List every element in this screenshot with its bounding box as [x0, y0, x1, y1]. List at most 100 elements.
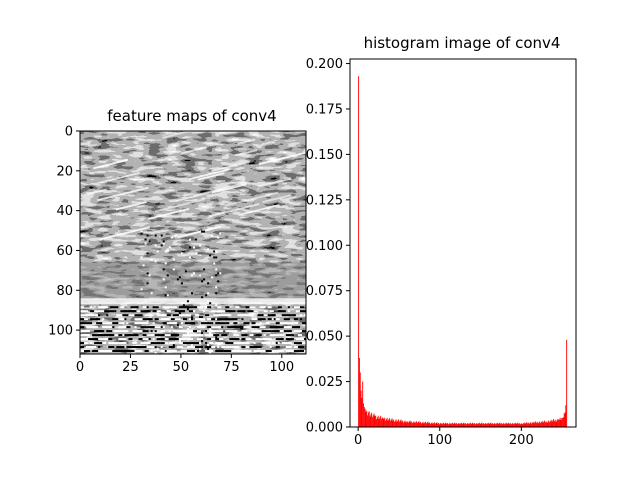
histogram-bar	[365, 411, 367, 427]
histogram-bar	[504, 424, 506, 427]
histogram-bar	[439, 423, 441, 427]
histogram-bar	[460, 423, 462, 427]
histogram-bar	[358, 76, 360, 428]
histogram-bar	[416, 421, 417, 427]
histogram-bar	[407, 421, 409, 427]
histogram-bar	[425, 423, 427, 427]
histogram-bar	[363, 407, 365, 427]
histogram-bar	[458, 422, 460, 427]
histogram-bar	[487, 422, 489, 427]
histogram-bar	[553, 421, 555, 427]
histogram-bar	[558, 419, 560, 427]
histogram-bar	[368, 411, 370, 427]
histogram-bar	[476, 422, 478, 427]
histogram-bar	[541, 421, 543, 427]
histogram-bar	[481, 422, 483, 427]
histogram-bar	[440, 422, 442, 427]
histogram-bar	[434, 422, 435, 427]
histogram-bar	[383, 419, 385, 427]
histogram-bar	[498, 423, 500, 427]
histogram-bar	[419, 422, 421, 427]
histogram-bar	[534, 422, 536, 427]
histogram-bar	[556, 420, 558, 427]
histogram-bar	[449, 422, 451, 427]
histogram-bar	[436, 422, 438, 427]
histogram-bar	[438, 424, 440, 427]
feature-map-title: feature maps of conv4	[107, 107, 276, 125]
histogram-bar	[394, 420, 396, 427]
histogram-bar	[551, 421, 553, 427]
histogram-bar	[549, 421, 551, 427]
histogram-bar	[521, 423, 523, 427]
histogram-bar	[382, 417, 384, 427]
histogram-bar	[459, 424, 461, 427]
histogram-bar	[401, 421, 403, 427]
histogram-bar	[508, 422, 510, 427]
histogram-bar	[486, 424, 488, 427]
histogram-bar	[478, 422, 480, 427]
histogram-bar	[450, 424, 452, 427]
histogram-bar	[509, 423, 511, 427]
histogram-bar	[553, 419, 555, 427]
histogram-bar	[457, 423, 459, 427]
histogram-ytick-label: 0.050	[306, 330, 343, 345]
histogram-bar	[540, 422, 542, 427]
histogram-bar	[406, 421, 408, 427]
histogram-bar	[377, 415, 379, 427]
histogram-bar	[424, 422, 426, 427]
feature-map-ytick-label: 100	[48, 324, 73, 339]
histogram-bar	[373, 413, 375, 427]
histogram-bar	[563, 413, 565, 427]
histogram-panel: histogram image of conv4 0 100 200 0.000 0.0…	[306, 34, 577, 448]
histogram-bar	[493, 423, 495, 427]
histogram-bar	[530, 422, 532, 427]
histogram-bar	[372, 416, 373, 427]
histogram-bar	[488, 423, 490, 427]
histogram-bar	[512, 422, 514, 427]
histogram-bar	[395, 419, 397, 427]
histogram-bar	[378, 419, 380, 427]
histogram-bar	[465, 423, 466, 427]
histogram-bar	[490, 422, 492, 427]
histogram-bar	[432, 423, 434, 427]
histogram-frame	[349, 58, 577, 428]
histogram-bar	[413, 421, 415, 427]
histogram-bar	[531, 423, 533, 427]
histogram-bar	[367, 415, 369, 427]
feature-map-ytick-label: 40	[56, 204, 73, 219]
histogram-bar	[415, 422, 417, 427]
histogram-bar	[544, 422, 546, 427]
histogram-bar	[381, 417, 383, 427]
histogram-bar	[371, 412, 373, 427]
histogram-bar	[385, 420, 386, 427]
histogram-bar	[411, 421, 413, 427]
histogram-bar	[483, 424, 485, 427]
histogram-bar	[562, 417, 564, 427]
histogram-bar	[548, 420, 550, 427]
feature-map-xtick-label: 100	[269, 360, 294, 375]
histogram-bar	[520, 423, 522, 427]
histogram-bar	[515, 423, 517, 427]
histogram-ticks: 0 100 200 0.000 0.025 0.050 0.075 0.100 0.125 0.1…	[306, 57, 534, 448]
histogram-bar	[514, 422, 516, 427]
histogram-bar	[559, 417, 561, 427]
histogram-bar	[426, 422, 428, 427]
histogram-bar	[390, 419, 392, 427]
histogram-bar	[427, 421, 429, 427]
histogram-bar	[531, 422, 533, 427]
histogram-bar	[502, 423, 504, 427]
histogram-bar	[543, 421, 545, 427]
histogram-bar	[429, 422, 431, 427]
histogram-bar	[536, 422, 537, 427]
histogram-bar	[397, 420, 399, 427]
histogram-bar	[451, 423, 453, 427]
histogram-bar	[429, 423, 431, 427]
histogram-bar	[430, 423, 432, 427]
histogram-bar	[478, 423, 479, 427]
histogram-bar	[461, 423, 463, 427]
histogram-bar	[392, 420, 394, 427]
histogram-bar	[465, 424, 467, 427]
histogram-bar	[437, 423, 439, 427]
histogram-bar	[453, 423, 455, 427]
